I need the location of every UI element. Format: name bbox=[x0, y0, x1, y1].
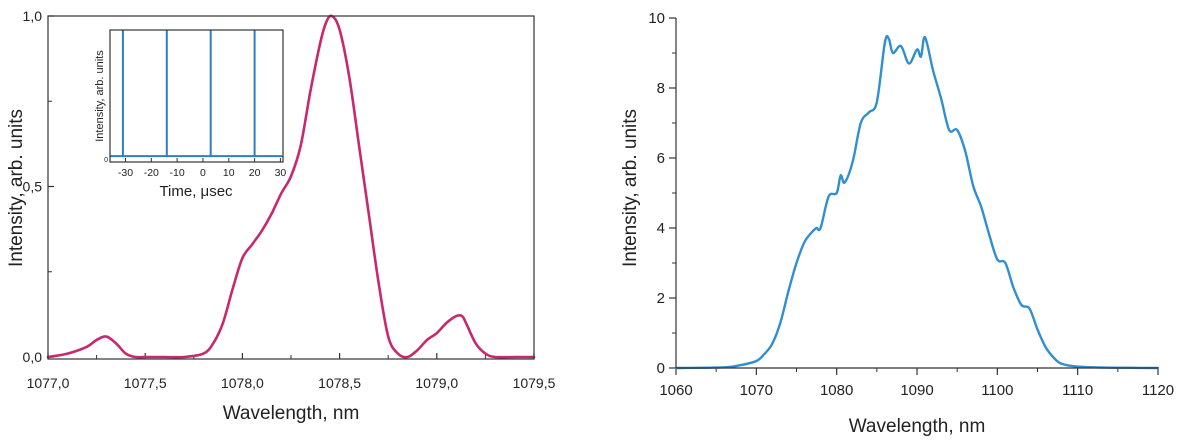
left-axis-ticks: 1077,0 1077,5 1078,0 1078,5 1079,0 1079,5 0,0 0… bbox=[23, 8, 556, 391]
left-y-axis-title: Intensity, arb. units bbox=[6, 109, 27, 267]
inset-x-tick-label: -30 bbox=[118, 167, 133, 179]
left-x-tick-label: 1077,5 bbox=[124, 375, 167, 391]
right-axis-ticks: 1060 1070 1080 1090 1100 1110 1120 0 2 4 6 8 10 bbox=[648, 10, 1174, 399]
right-y-tick-label: 2 bbox=[657, 290, 665, 307]
left-plot-frame bbox=[47, 15, 535, 360]
inset-y-axis-title: Intensity, arb. units bbox=[94, 50, 106, 142]
inset-axis-ticks: -30 -20 -10 0 10 20 30 0 bbox=[104, 157, 286, 179]
inset-x-tick-label: -10 bbox=[170, 167, 185, 179]
left-y-tick-label: 0,5 bbox=[23, 179, 43, 195]
right-x-tick-label: 1090 bbox=[900, 382, 933, 399]
left-spectrum-layer bbox=[46, 14, 536, 359]
left-y-tick-label: 1,0 bbox=[23, 8, 43, 24]
inset-x-tick-label: 10 bbox=[223, 167, 235, 179]
right-x-tick-label: 1080 bbox=[820, 382, 853, 399]
left-x-tick-label: 1078,0 bbox=[221, 375, 264, 391]
left-spectrum-line bbox=[46, 14, 536, 359]
inset-chart: -30 -20 -10 0 10 20 30 0 Time, μsec Intensity, … bbox=[94, 29, 286, 200]
inset-pulse-layer bbox=[110, 30, 283, 158]
left-x-tick-label: 1079,5 bbox=[513, 375, 556, 391]
inset-x-tick-label: -20 bbox=[144, 167, 159, 179]
right-y-tick-label: 8 bbox=[657, 80, 665, 97]
right-x-tick-label: 1110 bbox=[1062, 382, 1093, 399]
inset-y-tick-label: 0 bbox=[104, 157, 108, 164]
right-x-tick-label: 1100 bbox=[981, 382, 1013, 399]
left-x-tick-label: 1079,0 bbox=[415, 375, 458, 391]
right-chart: 1060 1070 1080 1090 1100 1110 1120 0 2 4 6 8 10 Wave… bbox=[620, 10, 1174, 437]
left-y-tick-label: 0,0 bbox=[23, 349, 43, 365]
right-y-tick-label: 4 bbox=[657, 220, 665, 237]
left-x-tick-label: 1078,5 bbox=[318, 375, 361, 391]
right-x-tick-label: 1070 bbox=[740, 382, 773, 399]
right-spectrum-layer bbox=[674, 34, 1160, 370]
right-y-tick-label: 6 bbox=[657, 150, 665, 167]
right-y-axis-title: Intensity, arb. units bbox=[620, 109, 641, 267]
right-x-tick-label: 1120 bbox=[1142, 382, 1174, 399]
inset-x-tick-label: 20 bbox=[249, 167, 261, 179]
left-chart: 1077,0 1077,5 1078,0 1078,5 1079,0 1079,5 0,0 0… bbox=[6, 8, 556, 424]
left-x-tick-label: 1077,0 bbox=[27, 375, 70, 391]
inset-x-tick-label: 30 bbox=[275, 167, 287, 179]
right-x-axis-title: Wavelength, nm bbox=[849, 416, 986, 437]
left-x-axis-title: Wavelength, nm bbox=[223, 403, 360, 424]
inset-x-tick-label: 0 bbox=[200, 167, 206, 179]
right-y-tick-label: 0 bbox=[657, 360, 665, 377]
inset-frame bbox=[109, 29, 284, 163]
inset-background bbox=[97, 30, 283, 162]
right-x-tick-label: 1060 bbox=[659, 382, 692, 399]
right-y-tick-label: 10 bbox=[648, 10, 665, 27]
right-spectrum-line bbox=[674, 34, 1160, 370]
inset-x-axis-title: Time, μsec bbox=[159, 183, 233, 200]
